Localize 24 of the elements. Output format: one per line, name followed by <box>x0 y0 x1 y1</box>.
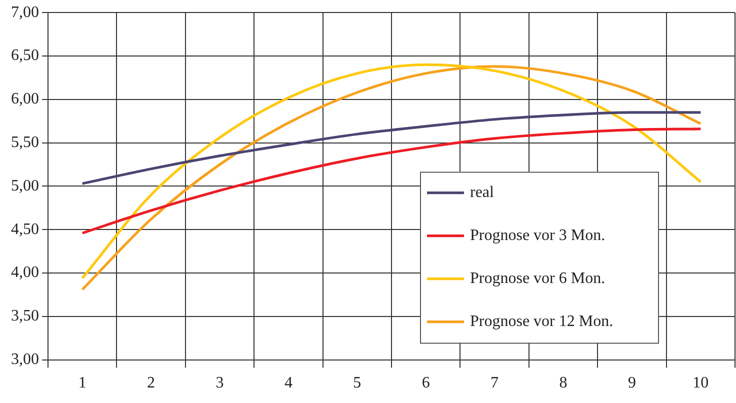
y-tick-label: 6,00 <box>11 90 39 108</box>
x-tick-label: 8 <box>559 374 568 392</box>
line-series <box>81 111 702 185</box>
y-tick-label: 3,50 <box>11 308 39 325</box>
y-tick-label: 5,00 <box>11 177 39 194</box>
x-tick-label: 3 <box>216 374 224 392</box>
legend-label: Prognose vor 6 Mon. <box>470 270 606 288</box>
y-tick-label: 5,50 <box>11 134 39 152</box>
x-tick-label: 10 <box>692 374 709 392</box>
y-tick-label: 6,50 <box>11 47 39 64</box>
legend-label: real <box>470 184 495 202</box>
legend-label: Prognose vor 3 Mon. <box>470 227 606 244</box>
y-tick-label: 7,00 <box>11 4 39 21</box>
y-tick-label: 4,50 <box>11 220 39 238</box>
x-tick-label: 4 <box>284 374 292 392</box>
y-tick-label: 4,00 <box>11 264 39 282</box>
x-tick-label: 5 <box>353 374 362 392</box>
x-tick-label: 6 <box>422 374 430 392</box>
x-tick-label: 2 <box>147 374 156 392</box>
x-tick-label: 7 <box>490 374 499 392</box>
x-tick-label: 1 <box>78 374 86 392</box>
y-tick-label: 3,00 <box>11 351 39 368</box>
legend-label: Prognose vor 12 Mon. <box>470 313 614 330</box>
x-tick-label: 9 <box>628 374 636 392</box>
